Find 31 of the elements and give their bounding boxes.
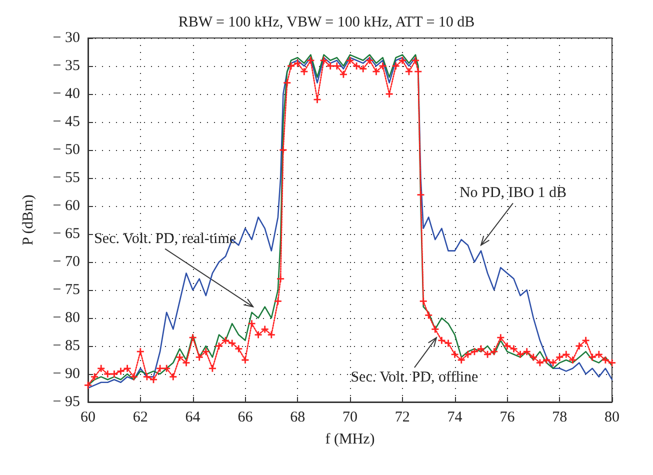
x-tick-label: 78 [552,410,568,426]
y-tick-label: − 55 [52,170,80,186]
y-axis-title: P (dBm) [20,194,36,246]
annotation: No PD, IBO 1 dB [459,185,567,202]
y-tick-label: − 50 [52,142,80,158]
y-tick-label: − 35 [52,58,80,74]
y-tick-label: − 70 [52,254,80,270]
x-tick-label: 68 [290,410,306,426]
y-tick-label: − 90 [52,366,80,382]
y-tick-label: − 75 [52,282,80,298]
x-tick-label: 60 [80,410,96,426]
x-tick-label: 70 [342,410,358,426]
x-tick-label: 80 [604,410,620,426]
y-tick-label: − 45 [52,114,80,130]
y-tick-label: − 30 [52,30,80,46]
annotation: Sec. Volt. PD, real-time [94,230,236,247]
annotation: Sec. Volt. PD, offline [350,370,479,386]
x-tick-label: 72 [394,410,410,426]
x-tick-label: 66 [238,410,254,426]
y-tick-label: − 40 [52,86,80,102]
y-tick-label: − 85 [52,338,80,354]
x-tick-label: 76 [500,410,516,426]
x-tick-label: 74 [447,410,463,426]
x-axis-title: f (MHz) [325,432,375,448]
y-tick-label: − 80 [52,310,80,326]
y-tick-label: − 65 [52,226,80,242]
x-tick-label: 64 [185,410,201,426]
y-tick-label: − 95 [52,394,80,410]
y-tick-label: − 60 [52,198,80,214]
chart-title: RBW = 100 kHz, VBW = 100 kHz, ATT = 10 dB [178,14,475,30]
x-tick-label: 62 [132,410,148,426]
